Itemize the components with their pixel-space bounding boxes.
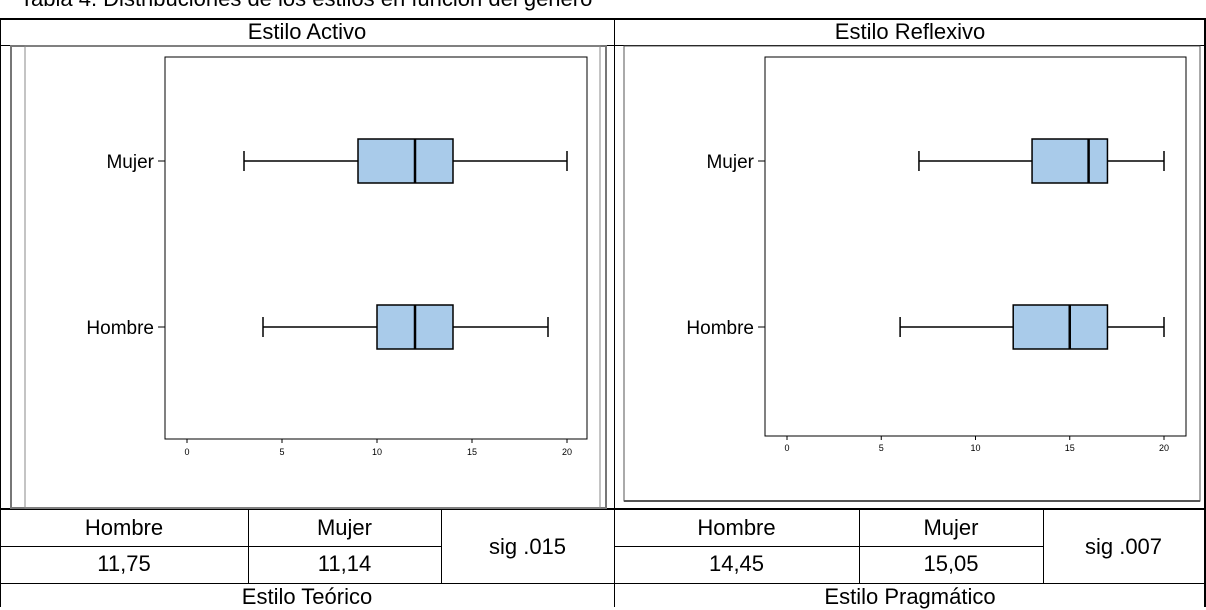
header-estilo-reflexivo: Estilo Reflexivo [834, 19, 986, 44]
table-stats-divider-4 [859, 546, 1043, 547]
category-label: Mujer [106, 152, 154, 173]
x-tick-label: 15 [1065, 443, 1075, 453]
activo-mean-mujer: 11,14 [317, 551, 372, 576]
category-label: Hombre [86, 318, 154, 339]
category-label: Hombre [686, 318, 754, 339]
activo-col-mujer: Mujer [316, 515, 372, 540]
header-estilo-teorico: Estilo Teórico [241, 584, 373, 609]
chart-activo-plot-area [164, 56, 588, 440]
x-tick-label: 5 [279, 447, 284, 457]
x-tick-label: 0 [784, 443, 789, 453]
x-tick-label: 15 [467, 447, 477, 457]
table-stats-divider [0, 546, 248, 547]
table-stats-divider-2 [248, 546, 441, 547]
chart-reflexivo-plot-area [764, 56, 1187, 437]
table-bottom-divider [0, 583, 1206, 584]
header-estilo-pragmatico: Estilo Pragmático [824, 584, 996, 609]
chart-activo-frame-inner [24, 45, 601, 509]
reflexivo-mean-hombre: 14,45 [708, 551, 765, 576]
table-stats-divider-3 [614, 546, 859, 547]
activo-mean-hombre: 11,75 [97, 551, 151, 576]
chart-reflexivo-frame-outer [623, 45, 1201, 502]
table-middle-divider [614, 18, 615, 607]
activo-col-hombre: Hombre [84, 515, 164, 540]
table-stats-vdivider-2 [441, 508, 442, 584]
chart-activo-marks: 0 5 10 15 20 Mujer Hombre [86, 138, 572, 457]
table-stats-vdivider-1 [248, 508, 249, 584]
table-border-left [0, 18, 1, 607]
activo-sig: sig .015 [488, 534, 567, 559]
reflexivo-col-mujer: Mujer [923, 515, 979, 540]
table-stats-vdivider-4 [1043, 508, 1044, 584]
box-hombre [1012, 304, 1109, 350]
x-tick-label: 5 [879, 443, 884, 453]
reflexivo-col-hombre: Hombre [697, 515, 776, 540]
x-tick-label: 0 [184, 447, 189, 457]
box-mujer [357, 138, 454, 184]
category-label: Mujer [706, 152, 754, 173]
reflexivo-sig: sig .007 [1084, 534, 1163, 559]
table-caption: Tabla 4. Distribuciones de los estilos e… [20, 0, 592, 12]
table-border-right [1204, 18, 1206, 607]
chart-reflexivo-marks: 0 5 10 15 20 Mujer Hombre [686, 138, 1169, 453]
reflexivo-mean-mujer: 15,05 [923, 551, 979, 576]
x-tick-label: 10 [970, 443, 980, 453]
box-mujer [1031, 138, 1109, 184]
table-stats-vdivider-3 [859, 508, 860, 584]
table-border-top [0, 18, 1206, 20]
header-estilo-activo: Estilo Activo [247, 19, 367, 44]
x-tick-label: 10 [372, 447, 382, 457]
x-tick-label: 20 [1159, 443, 1169, 453]
x-tick-label: 20 [562, 447, 572, 457]
